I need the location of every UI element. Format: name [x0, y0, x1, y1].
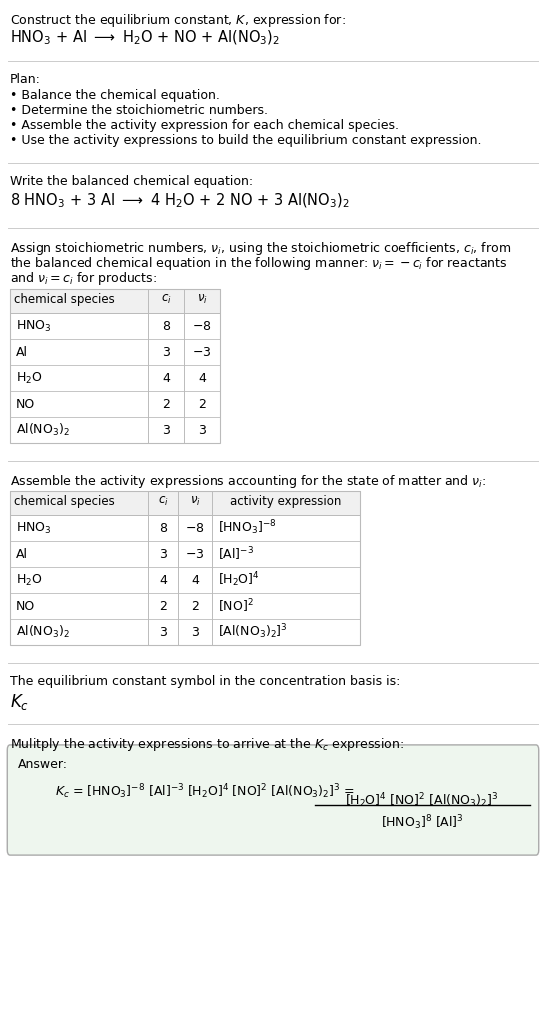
Text: NO: NO	[16, 397, 35, 410]
Text: [Al(NO$_3$)$_2$]$^3$: [Al(NO$_3$)$_2$]$^3$	[218, 623, 288, 641]
Text: $\nu_i$: $\nu_i$	[189, 495, 200, 508]
Text: HNO$_3$: HNO$_3$	[16, 521, 51, 536]
Text: Write the balanced chemical equation:: Write the balanced chemical equation:	[10, 175, 253, 188]
Text: [H$_2$O]$^4$: [H$_2$O]$^4$	[218, 571, 260, 589]
Bar	[10, 289, 220, 313]
Text: 2: 2	[191, 599, 199, 613]
Text: the balanced chemical equation in the following manner: $\nu_i = -c_i$ for react: the balanced chemical equation in the fo…	[10, 255, 507, 272]
Text: [Al]$^{-3}$: [Al]$^{-3}$	[218, 545, 254, 563]
FancyBboxPatch shape	[7, 745, 539, 856]
Text: HNO$_3$ + Al $\longrightarrow$ H$_2$O + NO + Al(NO$_3$)$_2$: HNO$_3$ + Al $\longrightarrow$ H$_2$O + …	[10, 29, 280, 47]
Text: and $\nu_i = c_i$ for products:: and $\nu_i = c_i$ for products:	[10, 270, 157, 287]
Text: $c_i$: $c_i$	[161, 293, 171, 306]
Text: Al: Al	[16, 345, 28, 358]
Text: activity expression: activity expression	[230, 495, 342, 508]
Text: • Use the activity expressions to build the equilibrium constant expression.: • Use the activity expressions to build …	[10, 134, 482, 147]
Text: 4: 4	[198, 372, 206, 385]
Text: Mulitply the activity expressions to arrive at the $K_c$ expression:: Mulitply the activity expressions to arr…	[10, 736, 404, 753]
Text: [HNO$_3$]$^{-8}$: [HNO$_3$]$^{-8}$	[218, 519, 276, 537]
Text: 8: 8	[162, 320, 170, 333]
Bar	[10, 491, 360, 515]
Text: 4: 4	[159, 574, 167, 586]
Text: Assign stoichiometric numbers, $\nu_i$, using the stoichiometric coefficients, $: Assign stoichiometric numbers, $\nu_i$, …	[10, 240, 511, 257]
Text: 8: 8	[159, 522, 167, 535]
Text: $-3$: $-3$	[192, 345, 212, 358]
Text: NO: NO	[16, 599, 35, 613]
Text: H$_2$O: H$_2$O	[16, 573, 43, 587]
Text: 4: 4	[162, 372, 170, 385]
Text: [HNO$_3$]$^8$ [Al]$^3$: [HNO$_3$]$^8$ [Al]$^3$	[381, 813, 464, 832]
Text: 2: 2	[198, 397, 206, 410]
Text: 2: 2	[162, 397, 170, 410]
Text: 3: 3	[162, 424, 170, 437]
Text: Al(NO$_3$)$_2$: Al(NO$_3$)$_2$	[16, 624, 70, 640]
Text: H$_2$O: H$_2$O	[16, 371, 43, 386]
Text: Construct the equilibrium constant, $K$, expression for:: Construct the equilibrium constant, $K$,…	[10, 12, 346, 29]
Text: $-8$: $-8$	[192, 320, 212, 333]
Text: Al: Al	[16, 547, 28, 561]
Text: 3: 3	[198, 424, 206, 437]
Text: • Determine the stoichiometric numbers.: • Determine the stoichiometric numbers.	[10, 104, 268, 117]
Text: chemical species: chemical species	[14, 495, 115, 508]
Text: $K_c$: $K_c$	[10, 692, 29, 712]
Text: Al(NO$_3$)$_2$: Al(NO$_3$)$_2$	[16, 422, 70, 438]
Text: Answer:: Answer:	[18, 758, 68, 771]
Text: 3: 3	[191, 626, 199, 638]
Text: [NO]$^2$: [NO]$^2$	[218, 597, 254, 615]
Bar	[10, 491, 360, 645]
Text: chemical species: chemical species	[14, 293, 115, 306]
Text: HNO$_3$: HNO$_3$	[16, 319, 51, 334]
Bar	[10, 289, 220, 443]
Text: 4: 4	[191, 574, 199, 586]
Text: 3: 3	[159, 626, 167, 638]
Text: $K_c$ = [HNO$_3$]$^{-8}$ [Al]$^{-3}$ [H$_2$O]$^4$ [NO]$^2$ [Al(NO$_3$)$_2$]$^3$ : $K_c$ = [HNO$_3$]$^{-8}$ [Al]$^{-3}$ [H$…	[55, 782, 355, 800]
Text: [H$_2$O]$^4$ [NO]$^2$ [Al(NO$_3$)$_2$]$^3$: [H$_2$O]$^4$ [NO]$^2$ [Al(NO$_3$)$_2$]$^…	[345, 791, 498, 810]
Text: $c_i$: $c_i$	[158, 495, 168, 508]
Text: The equilibrium constant symbol in the concentration basis is:: The equilibrium constant symbol in the c…	[10, 675, 400, 688]
Text: 3: 3	[162, 345, 170, 358]
Text: • Balance the chemical equation.: • Balance the chemical equation.	[10, 89, 220, 102]
Text: $-8$: $-8$	[185, 522, 205, 535]
Text: 3: 3	[159, 547, 167, 561]
Text: 2: 2	[159, 599, 167, 613]
Text: Plan:: Plan:	[10, 72, 41, 86]
Text: $\nu_i$: $\nu_i$	[197, 293, 207, 306]
Text: $-3$: $-3$	[185, 547, 205, 561]
Text: Assemble the activity expressions accounting for the state of matter and $\nu_i$: Assemble the activity expressions accoun…	[10, 473, 486, 490]
Text: 8 HNO$_3$ + 3 Al $\longrightarrow$ 4 H$_2$O + 2 NO + 3 Al(NO$_3$)$_2$: 8 HNO$_3$ + 3 Al $\longrightarrow$ 4 H$_…	[10, 192, 349, 210]
Text: • Assemble the activity expression for each chemical species.: • Assemble the activity expression for e…	[10, 119, 399, 132]
